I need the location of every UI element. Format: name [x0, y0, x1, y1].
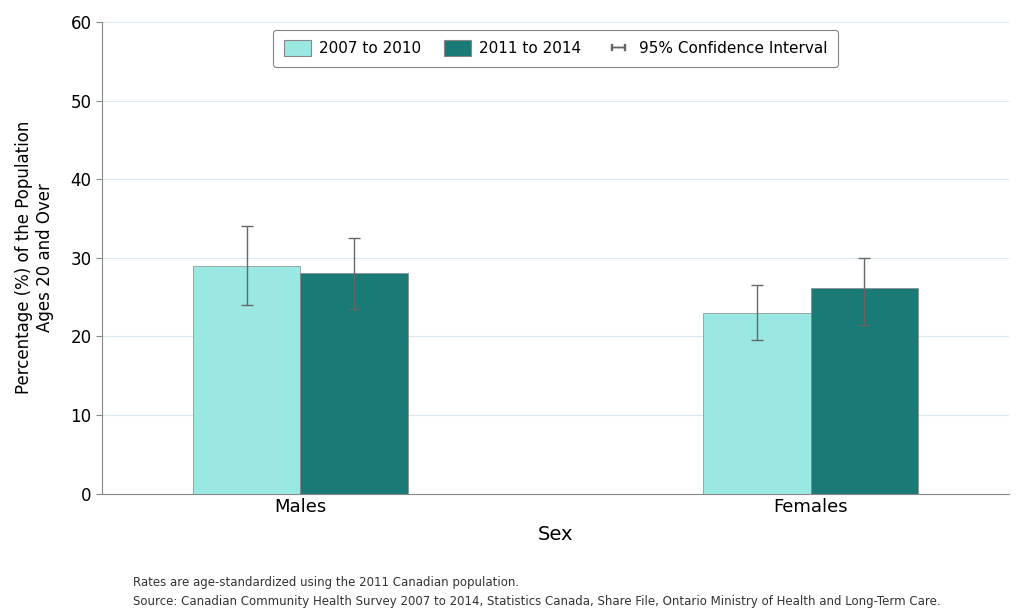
- X-axis label: Sex: Sex: [538, 525, 573, 544]
- Legend: 2007 to 2010, 2011 to 2014, 95% Confidence Interval: 2007 to 2010, 2011 to 2014, 95% Confiden…: [272, 29, 839, 67]
- Bar: [702, 313, 811, 494]
- Bar: [811, 287, 919, 494]
- Bar: [193, 266, 300, 494]
- Y-axis label: Percentage (%) of the Population
Ages 20 and Over: Percentage (%) of the Population Ages 20…: [15, 121, 54, 394]
- Text: Rates are age-standardized using the 2011 Canadian population.: Rates are age-standardized using the 201…: [133, 577, 519, 589]
- Text: Source: Canadian Community Health Survey 2007 to 2014, Statistics Canada, Share : Source: Canadian Community Health Survey…: [133, 595, 941, 608]
- Bar: [300, 273, 409, 494]
